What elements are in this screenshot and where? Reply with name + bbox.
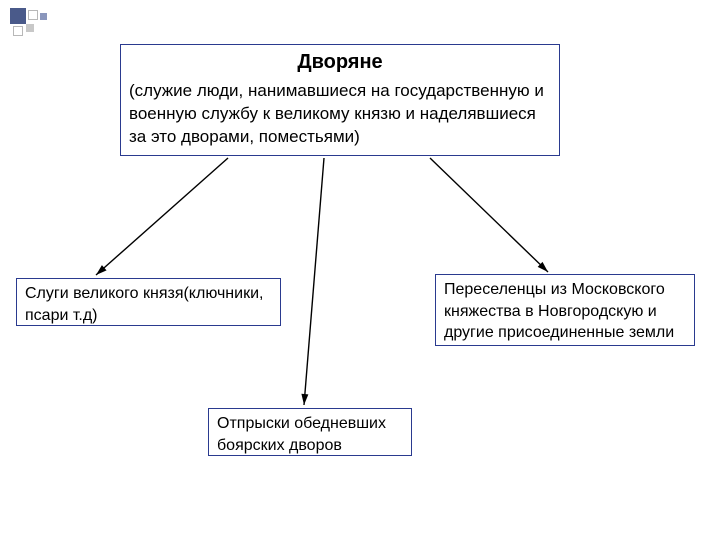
main-body: (служие люди, нанимавшиеся на государств… — [129, 81, 544, 146]
child-box-offspring: Отпрыски обедневших боярских дворов — [208, 408, 412, 456]
main-concept-box: Дворяне (служие люди, нанимавшиеся на го… — [120, 44, 560, 156]
child-text: Переселенцы из Московского княжества в Н… — [444, 281, 674, 341]
child-text: Слуги великого князя(ключники, псари т.д… — [25, 285, 263, 324]
child-box-settlers: Переселенцы из Московского княжества в Н… — [435, 274, 695, 346]
decor-square — [26, 24, 34, 32]
main-title: Дворяне — [129, 49, 551, 76]
child-box-servants: Слуги великого князя(ключники, псари т.д… — [16, 278, 281, 326]
child-text: Отпрыски обедневших боярских дворов — [217, 415, 386, 454]
decor-square — [40, 13, 47, 20]
decor-square — [13, 26, 23, 36]
decor-square — [28, 10, 38, 20]
decor-square — [10, 8, 26, 24]
